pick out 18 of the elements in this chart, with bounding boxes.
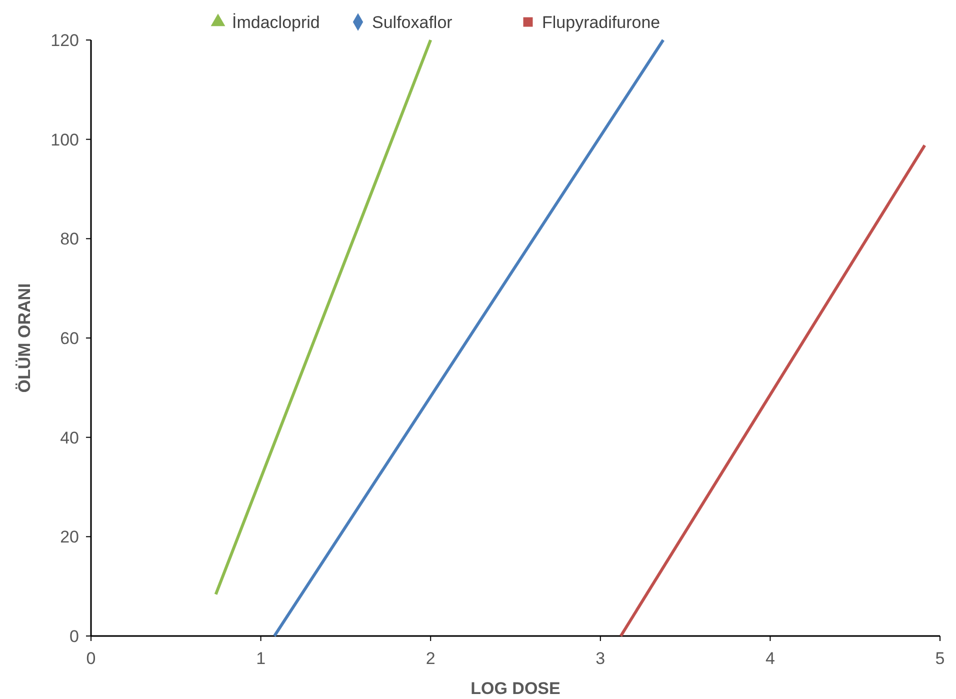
x-tick-label: 1 <box>256 649 266 668</box>
legend-label: Sulfoxaflor <box>372 13 453 32</box>
y-tick-label: 60 <box>60 329 79 348</box>
y-tick-label: 120 <box>50 31 79 50</box>
x-tick-label: 2 <box>426 649 436 668</box>
x-tick-label: 4 <box>765 649 775 668</box>
y-tick-label: 100 <box>50 130 79 150</box>
y-tick-label: 40 <box>60 428 79 448</box>
x-tick-label: 5 <box>935 649 945 668</box>
y-axis-title: ÖLÜM ORANI <box>15 283 34 393</box>
legend-label: İmdacloprid <box>232 13 320 32</box>
y-tick-label: 20 <box>60 528 79 547</box>
legend-label: Flupyradifurone <box>542 13 660 32</box>
y-tick-label: 0 <box>70 627 79 646</box>
x-tick-label: 0 <box>86 649 96 668</box>
y-tick-label: 80 <box>60 230 79 249</box>
x-axis-title: LOG DOSE <box>470 679 560 698</box>
x-tick-label: 3 <box>596 649 606 668</box>
